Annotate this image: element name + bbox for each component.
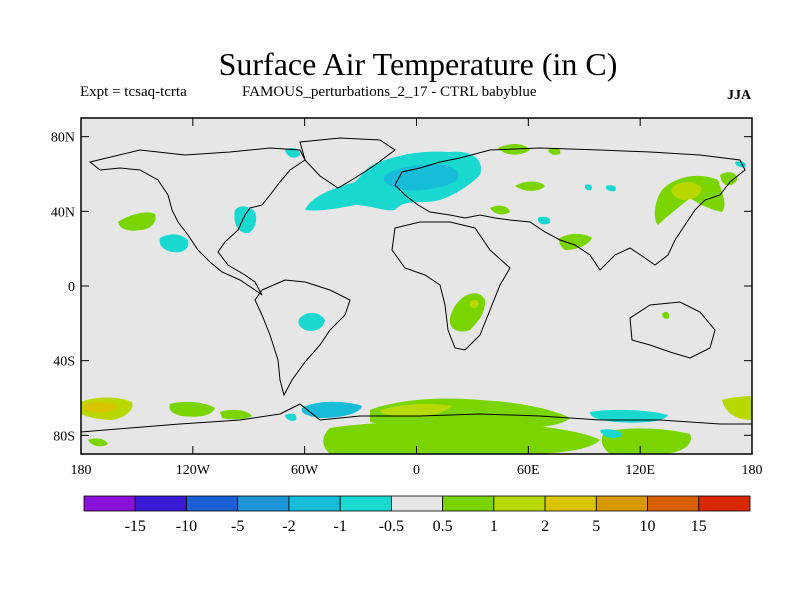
anomaly-sub-arctic-patch	[285, 147, 300, 158]
colorbar-swatch	[698, 495, 751, 512]
y-tick-label: 40N	[51, 205, 75, 220]
coastlines	[80, 137, 752, 433]
colorbar-swatch	[186, 495, 239, 512]
x-tick-label: 120E	[625, 463, 655, 478]
model-label: FAMOUS_perturbations_2_17 - CTRL babyblu…	[242, 84, 537, 100]
anomaly-south-america	[298, 312, 325, 331]
anomaly-east-asia-core	[671, 182, 702, 200]
colorbar-swatch	[237, 495, 290, 512]
anomaly-east-antarctic-core	[380, 403, 452, 417]
anomaly-arctic-2	[548, 147, 561, 155]
anomaly-ne-pacific	[159, 234, 189, 253]
coast-australia	[629, 301, 716, 359]
colorbar-label: 2	[541, 518, 549, 535]
colorbar-swatch	[83, 495, 136, 512]
coast-south-america	[254, 279, 351, 397]
x-tick-label: 60W	[291, 463, 319, 478]
colorbar-label: 1	[490, 518, 498, 535]
anomaly-far-east-pacific	[722, 396, 752, 420]
anomaly-southern-africa-core	[469, 299, 479, 309]
colorbar-swatch	[390, 495, 444, 512]
colorbar-label: -5	[231, 518, 244, 535]
x-tick-label: 60E	[517, 463, 540, 478]
anomaly-weddell	[301, 401, 362, 418]
anomaly-arabia	[559, 233, 592, 250]
plot-title: Surface Air Temperature (in C)	[218, 46, 618, 82]
colorbar-swatch	[339, 495, 392, 512]
anomaly-antarctica-interior	[323, 421, 600, 454]
coast-eurasia	[394, 147, 746, 271]
anomaly-siberia-cool-2	[605, 185, 616, 192]
anomaly-amundsen	[88, 438, 108, 447]
anomaly-weddell-outer	[285, 413, 297, 421]
anomaly-siberia	[515, 181, 545, 191]
colorbar-label: -15	[125, 518, 146, 535]
colorbar-swatch	[647, 495, 700, 512]
colorbar-label: 15	[691, 518, 707, 535]
anomaly-north-atlantic-core	[383, 164, 459, 191]
y-tick-label: 80S	[53, 429, 75, 444]
anomaly-ross-sea-core	[84, 401, 118, 413]
x-tick-label: 120W	[176, 463, 211, 478]
y-tick-label: 0	[68, 280, 75, 295]
y-tick-label: 40S	[53, 355, 75, 370]
x-axis: 180 120W 60W 0 60E 120E 180	[71, 118, 763, 478]
colorbar-swatch	[288, 495, 341, 512]
colorbar-label: -1	[333, 518, 346, 535]
colorbar-label: -2	[282, 518, 295, 535]
anomaly-central-asia-cool	[537, 216, 551, 225]
colorbar-label: -0.5	[379, 518, 404, 535]
anomaly-bellingshausen	[220, 409, 252, 420]
x-tick-label: 180	[742, 463, 763, 478]
colorbar-label: 0.5	[433, 518, 453, 535]
colorbar: -15 -10 -5 -2 -1 -0.5 0.5 1 2 5 10 15	[83, 495, 751, 535]
coast-antarctica	[80, 403, 752, 433]
coast-greenland	[299, 137, 396, 189]
anomaly-antarctica-east-cool	[600, 429, 622, 438]
anomaly-pacific-sector	[169, 401, 215, 417]
anomaly-australia	[662, 311, 670, 319]
colorbar-swatch	[134, 495, 187, 512]
anomaly-antarctica-east	[601, 428, 691, 454]
anomaly-siberia-cool-1	[584, 184, 593, 191]
coast-north-america	[88, 147, 306, 296]
colorbar-label: 5	[592, 518, 600, 535]
colorbar-swatch	[595, 495, 648, 512]
y-tick-label: 80N	[51, 131, 75, 146]
experiment-label: Expt = tcsaq-tcrta	[80, 84, 187, 100]
anomaly-layer	[81, 144, 752, 454]
season-label: JJA	[727, 88, 752, 103]
colorbar-swatch	[544, 495, 597, 512]
colorbar-swatch	[493, 495, 546, 512]
anomaly-north-pacific	[118, 212, 156, 231]
coast-africa	[391, 221, 511, 351]
colorbar-label: -10	[176, 518, 197, 535]
x-tick-label: 180	[71, 463, 92, 478]
colorbar-label: 10	[640, 518, 656, 535]
colorbar-swatch	[442, 495, 495, 512]
y-axis: 80N 40N 0 40S 80S	[51, 131, 752, 444]
anomaly-kamchatka	[720, 172, 738, 186]
anomaly-europe	[490, 205, 510, 215]
x-tick-label: 0	[413, 463, 420, 478]
